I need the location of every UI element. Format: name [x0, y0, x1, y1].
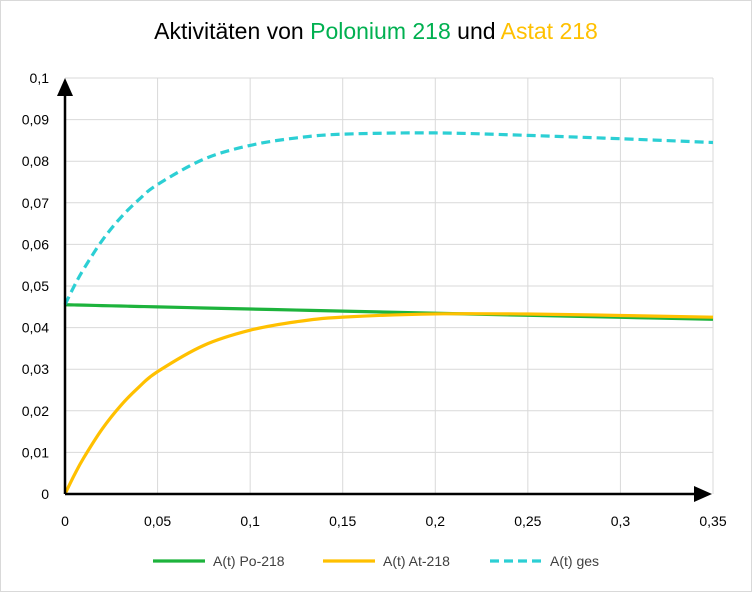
- y-tick-label: 0,02: [22, 403, 49, 419]
- y-tick-label: 0,04: [22, 320, 49, 336]
- legend-label: A(t) ges: [550, 553, 599, 569]
- title-prefix: Aktivitäten von: [154, 18, 311, 44]
- y-tick-label: 0,08: [22, 153, 49, 169]
- title-middle: und: [450, 18, 501, 44]
- series-line-a-t-at-218: [63, 312, 714, 495]
- y-tick-label: 0: [41, 486, 49, 502]
- x-tick-label: 0,3: [611, 513, 631, 529]
- series-line-a-t-po-218: [64, 303, 714, 321]
- y-tick-label: 0,06: [22, 236, 49, 252]
- x-tick-label: 0,1: [240, 513, 260, 529]
- title-astat: Astat 218: [500, 18, 598, 44]
- x-tick-label: 0,05: [144, 513, 171, 529]
- chart-title: Aktivitäten von Polonium 218 und Astat 2…: [0, 18, 752, 45]
- y-axis-arrow-icon: [57, 78, 73, 96]
- y-tick-label: 0,1: [30, 70, 50, 86]
- x-tick-label: 0,35: [699, 513, 726, 529]
- x-tick-label: 0,2: [426, 513, 446, 529]
- x-tick-label: 0,15: [329, 513, 356, 529]
- title-polonium: Polonium 218: [310, 18, 451, 44]
- legend-label: A(t) At-218: [383, 553, 450, 569]
- y-tick-label: 0,01: [22, 444, 49, 460]
- y-tick-label: 0,05: [22, 278, 49, 294]
- x-tick-label: 0,25: [514, 513, 541, 529]
- x-tick-label: 0: [61, 513, 69, 529]
- x-axis-arrow-icon: [694, 486, 712, 502]
- legend-label: A(t) Po-218: [213, 553, 285, 569]
- y-tick-label: 0,09: [22, 112, 49, 128]
- y-tick-label: 0,07: [22, 195, 49, 211]
- series-line-a-t-ges: [63, 131, 714, 306]
- y-tick-label: 0,03: [22, 361, 49, 377]
